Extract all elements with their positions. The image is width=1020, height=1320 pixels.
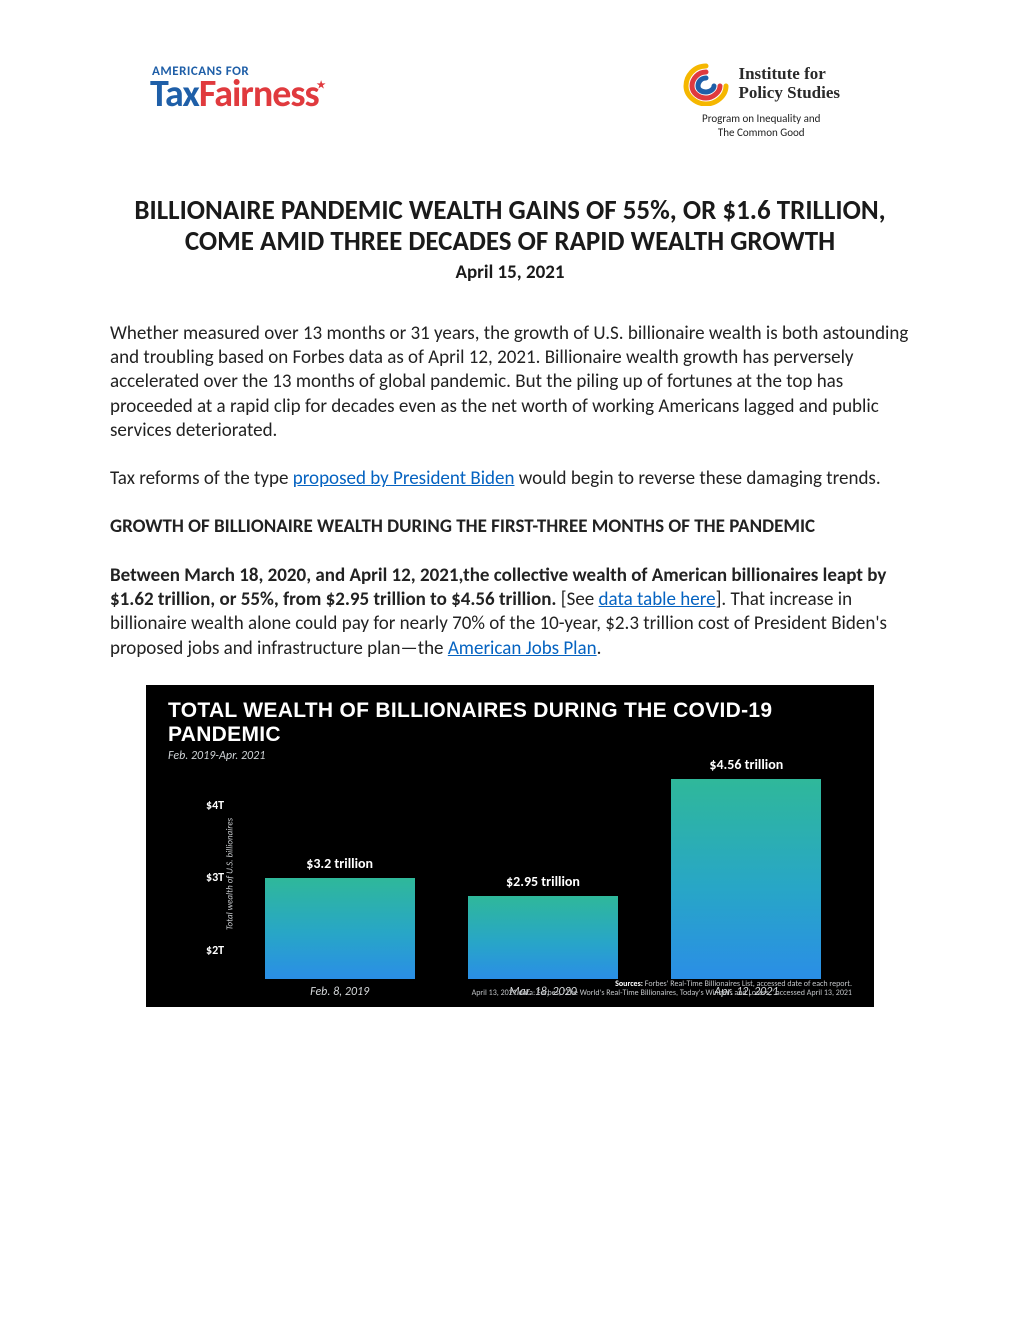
ips-program-line1: Program on Inequality and — [682, 112, 840, 126]
title-line2: COME AMID THREE DECADES OF RAPID WEALTH … — [110, 226, 910, 257]
ips-logo-row: Institute for Policy Studies — [682, 62, 840, 106]
chart-yaxis-label: Total wealth of U.S. billionaires — [225, 818, 236, 930]
ips-program-line2: The Common Good — [682, 126, 840, 140]
chart-bar-group: $2.95 trillion — [468, 873, 618, 979]
title-line1: BILLIONAIRE PANDEMIC WEALTH GAINS OF 55%… — [110, 195, 910, 226]
chart-bar-value-label: $3.2 trillion — [306, 855, 373, 872]
swirl-icon — [682, 62, 730, 106]
chart-ytick: $4T — [206, 799, 224, 813]
document-date: April 15, 2021 — [110, 261, 910, 284]
link-american-jobs-plan[interactable]: American Jobs Plan — [448, 637, 597, 660]
header-logos: AMERICANS FOR TaxFairness★ Institute for… — [110, 62, 910, 140]
chart-ytick: $2T — [206, 944, 224, 958]
chart-bar — [671, 779, 821, 979]
logo-americans-for-tax-fairness: AMERICANS FOR TaxFairness★ — [150, 64, 327, 113]
sources-line1: Forbes' Real-Time Billionaires List, acc… — [643, 979, 852, 989]
section-heading: GROWTH OF BILLIONAIRE WEALTH DURING THE … — [110, 515, 910, 539]
chart-bar — [468, 896, 618, 979]
ips-name-line2: Policy Studies — [738, 84, 840, 103]
document-title: BILLIONAIRE PANDEMIC WEALTH GAINS OF 55%… — [110, 195, 910, 257]
chart-bar-value-label: $2.95 trillion — [506, 873, 580, 890]
chart-plot-area: Total wealth of U.S. billionaires $2T $3T… — [196, 769, 848, 979]
chart-ytick: $3T — [206, 871, 224, 885]
chart-bars: $3.2 trillion$2.95 trillion$4.56 trillio… — [238, 769, 848, 979]
chart-bar-group: $3.2 trillion — [265, 855, 415, 979]
para2-pre: Tax reforms of the type — [110, 467, 293, 490]
para3-see-open: [See — [556, 588, 598, 611]
chart-bar-group: $4.56 trillion — [671, 756, 821, 979]
para2-post: would begin to reverse these damaging tr… — [514, 467, 880, 490]
bar-chart: TOTAL WEALTH OF BILLIONAIRES DURING THE … — [146, 685, 874, 1007]
para3-end: . — [597, 637, 602, 660]
body-text: Whether measured over 13 months or 31 ye… — [110, 322, 910, 661]
logo-institute-for-policy-studies: Institute for Policy Studies Program on … — [682, 62, 840, 140]
chart-bar — [265, 878, 415, 979]
atf-word-tax: Tax — [150, 71, 199, 117]
atf-word-fairness: Fairness — [199, 71, 319, 117]
ips-name: Institute for Policy Studies — [738, 65, 840, 102]
chart-title: TOTAL WEALTH OF BILLIONAIRES DURING THE … — [168, 699, 852, 747]
chart-xtick: Feb. 8, 2019 — [265, 985, 415, 999]
paragraph-2: Tax reforms of the type proposed by Pres… — [110, 467, 910, 491]
chart-sources: Sources: Forbes' Real-Time Billionaires … — [472, 980, 852, 999]
star-icon: ★ — [317, 78, 325, 91]
ips-program: Program on Inequality and The Common Goo… — [682, 112, 840, 140]
chart-bar-value-label: $4.56 trillion — [709, 756, 783, 773]
paragraph-1: Whether measured over 13 months or 31 ye… — [110, 322, 910, 444]
link-biden-proposal[interactable]: proposed by President Biden — [293, 467, 515, 490]
link-data-table[interactable]: data table here — [599, 588, 716, 611]
document-page: AMERICANS FOR TaxFairness★ Institute for… — [0, 0, 1020, 1067]
sources-line2: April 13, 2021 data: Forbes, "The World'… — [472, 988, 852, 998]
ips-name-line1: Institute for — [738, 65, 840, 84]
atf-wordmark: TaxFairness★ — [150, 75, 327, 113]
sources-label: Sources: — [615, 979, 643, 989]
paragraph-3: Between March 18, 2020, and April 12, 20… — [110, 564, 910, 661]
